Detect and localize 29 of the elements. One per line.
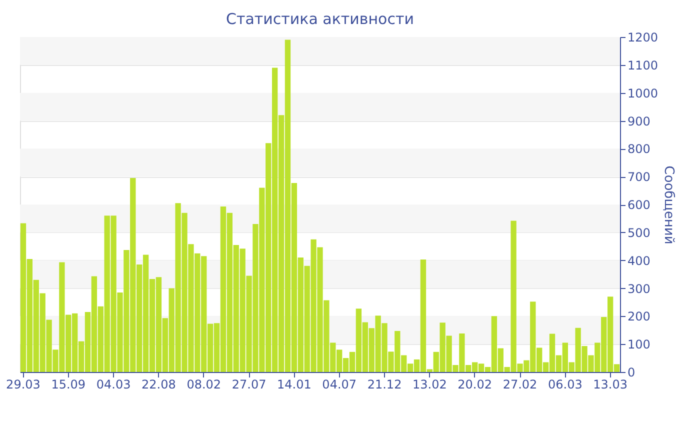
- x-tick-label: 20.02: [458, 378, 492, 392]
- y-tick-label: 700: [628, 170, 650, 184]
- x-tick-label: 04.07: [322, 378, 357, 392]
- y-tick-label: 200: [628, 310, 650, 324]
- y-tick-label: 500: [628, 226, 650, 240]
- x-tick-label: 06.03: [548, 378, 582, 392]
- y-tick-label: 800: [628, 142, 650, 156]
- y-axis-title: Сообщений: [661, 166, 676, 244]
- x-tick-label: 15.09: [51, 378, 86, 392]
- y-tick-label: 0: [628, 366, 636, 380]
- x-tick-label: 13.02: [412, 378, 447, 392]
- x-tick-label: 04.03: [96, 378, 131, 392]
- y-tick-label: 900: [628, 114, 650, 128]
- x-tick-label: 22.08: [142, 378, 176, 392]
- x-tick-label: 27.02: [502, 378, 538, 392]
- y-tick-label: 1000: [628, 86, 658, 100]
- y-tick-label: 1100: [628, 58, 658, 72]
- x-tick-label: 27.07: [232, 378, 266, 392]
- y-tick-label: 100: [628, 338, 650, 352]
- y-tick-label: 300: [628, 282, 650, 296]
- y-tick-label: 1200: [628, 30, 658, 44]
- y-tick-label: 600: [628, 198, 650, 212]
- x-tick-label: 13.03: [593, 378, 628, 392]
- chart-title: Статистика активности: [226, 10, 414, 28]
- x-tick-label: 08.02: [186, 378, 222, 392]
- x-tick-label: 14.01: [277, 378, 312, 392]
- x-tick-label: 29.03: [6, 378, 40, 392]
- x-tick-label: 21.12: [367, 378, 402, 392]
- y-tick-label: 400: [628, 254, 650, 268]
